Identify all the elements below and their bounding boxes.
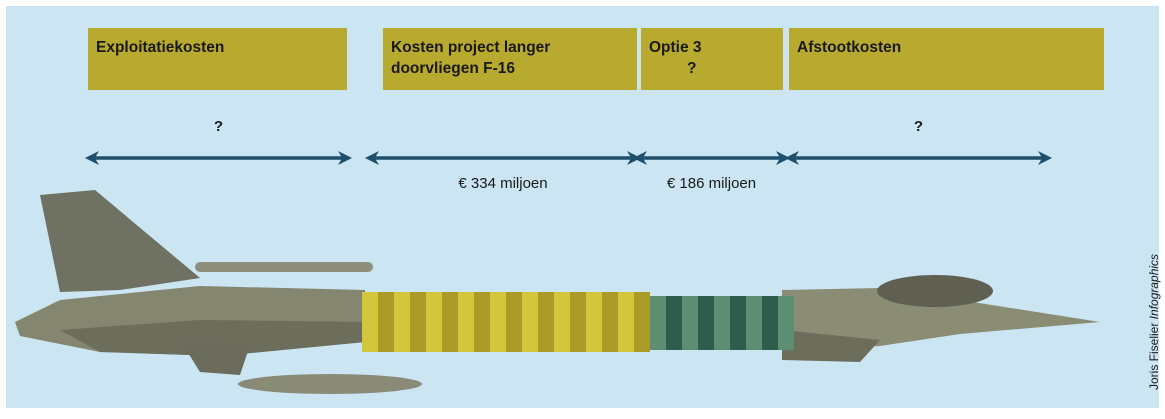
box-label: doorvliegen F-16 bbox=[391, 60, 515, 77]
cost-label: € 334 miljoen bbox=[458, 175, 547, 192]
accordion-strip bbox=[458, 292, 474, 352]
accordion-strip bbox=[426, 292, 442, 352]
f16-illustration bbox=[15, 190, 1100, 394]
accordion-strip bbox=[762, 296, 778, 350]
accordion-strip bbox=[650, 296, 666, 350]
accordion-strip bbox=[362, 292, 378, 352]
accordion-section bbox=[362, 292, 794, 352]
box-label: Kosten project langer bbox=[391, 39, 550, 56]
credit-role: Infographics bbox=[1147, 254, 1161, 319]
cost-box bbox=[789, 28, 1104, 90]
accordion-strip bbox=[602, 292, 618, 352]
credit-name: Joris Fiselier bbox=[1147, 323, 1161, 390]
accordion-strip bbox=[538, 292, 554, 352]
box-label: Afstootkosten bbox=[797, 39, 901, 56]
accordion-strip bbox=[698, 296, 714, 350]
accordion-strip bbox=[666, 296, 682, 350]
box-label: Exploitatiekosten bbox=[96, 39, 224, 56]
cost-label: ? bbox=[214, 118, 223, 135]
cost-label: € 186 miljoen bbox=[667, 175, 756, 192]
accordion-strip bbox=[730, 296, 746, 350]
cost-box bbox=[383, 28, 637, 90]
accordion-strip bbox=[618, 292, 634, 352]
accordion-strip bbox=[570, 292, 586, 352]
accordion-strip bbox=[746, 296, 762, 350]
cost-box bbox=[641, 28, 783, 90]
box-label: ? bbox=[687, 60, 696, 77]
accordion-strip bbox=[378, 292, 394, 352]
accordion-strip bbox=[682, 296, 698, 350]
accordion-strip bbox=[778, 296, 794, 350]
accordion-strip bbox=[586, 292, 602, 352]
credit: Joris Fiselier Infographics bbox=[1147, 254, 1161, 390]
accordion-strip bbox=[474, 292, 490, 352]
cost-label: ? bbox=[914, 118, 923, 135]
accordion-strip bbox=[490, 292, 506, 352]
box-label: Optie 3 bbox=[649, 39, 702, 56]
accordion-strip bbox=[506, 292, 522, 352]
accordion-strip bbox=[714, 296, 730, 350]
accordion-strip bbox=[410, 292, 426, 352]
accordion-strip bbox=[522, 292, 538, 352]
cost-box bbox=[88, 28, 347, 90]
accordion-strip bbox=[394, 292, 410, 352]
accordion-strip bbox=[554, 292, 570, 352]
accordion-strip bbox=[634, 292, 650, 352]
accordion-strip bbox=[442, 292, 458, 352]
